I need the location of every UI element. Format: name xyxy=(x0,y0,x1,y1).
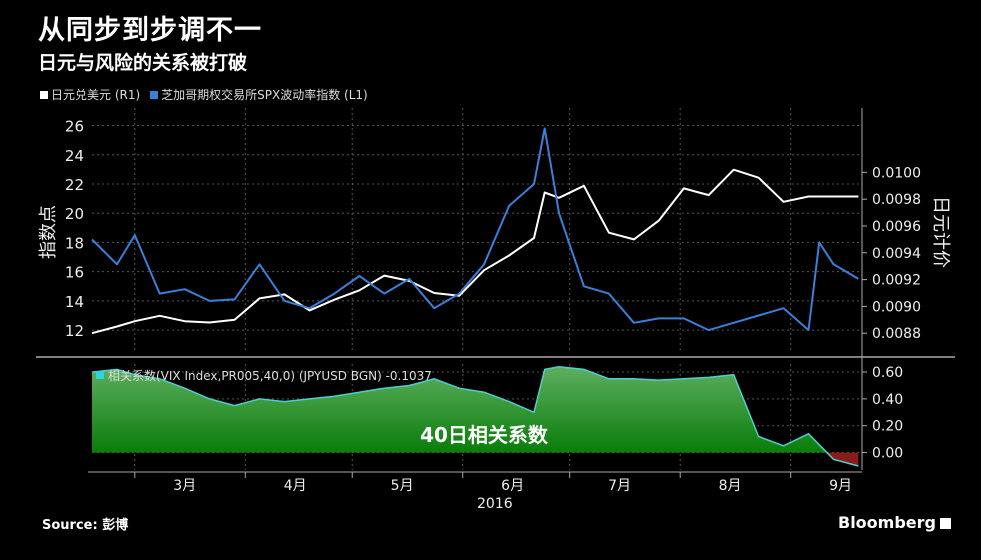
correlation-area-positive xyxy=(92,366,859,453)
chart-subtitle: 日元与风险的关系被打破 xyxy=(38,52,248,74)
correlation-line xyxy=(91,365,859,467)
x-month-label-5: 8月 xyxy=(719,478,742,494)
x-year-label: 2016 xyxy=(477,496,513,512)
yright-tick-6: 0.0088 xyxy=(872,326,921,342)
legend-swatch-vix xyxy=(150,90,159,99)
legend-label-vix: 芝加哥期权交易所SPX波动率指数 (L1) xyxy=(161,88,368,102)
yleft-tick-1: 24 xyxy=(65,147,84,165)
legend-label-usdjpy: 日元兑美元 (R1) xyxy=(51,88,141,102)
yleft-tick-5: 16 xyxy=(65,264,84,282)
legend-item-usdjpy: 日元兑美元 (R1) xyxy=(40,86,140,103)
correlation-area xyxy=(91,365,859,467)
yleft-tick-0: 26 xyxy=(65,118,84,136)
bloomberg-icon xyxy=(939,518,951,529)
yright-tick-1: 0.0098 xyxy=(872,192,921,208)
ybottom-tick-3: 0.00 xyxy=(872,446,903,462)
yleft-tick-6: 14 xyxy=(65,293,84,311)
yright-tick-0: 0.0100 xyxy=(872,165,921,181)
yright-tick-5: 0.0090 xyxy=(872,299,921,315)
brand-text: Bloomberg xyxy=(838,513,936,532)
x-month-label-3: 6月 xyxy=(501,478,524,494)
x-month-label-4: 7月 xyxy=(608,478,631,494)
correlation-area-negative xyxy=(92,452,859,466)
series-line-0 xyxy=(91,168,859,335)
ybottom-tick-1: 0.40 xyxy=(872,392,903,408)
source-note: Source: 彭博 xyxy=(42,518,129,533)
yleft-tick-2: 22 xyxy=(65,176,84,194)
yleft-tick-7: 12 xyxy=(65,322,84,340)
x-month-label-1: 4月 xyxy=(284,478,307,494)
top-panel-lines xyxy=(91,127,859,335)
brand-logo: Bloomberg xyxy=(838,513,951,532)
yleft-tick-4: 18 xyxy=(65,234,84,252)
yleft-axis-title: 指数点 xyxy=(38,205,59,259)
series-line-1 xyxy=(91,127,859,332)
x-month-label-2: 5月 xyxy=(391,478,414,494)
axes xyxy=(36,108,955,478)
ybottom-tick-2: 0.20 xyxy=(872,419,903,435)
x-month-label-6: 9月 xyxy=(829,478,852,494)
legend: 日元兑美元 (R1) 芝加哥期权交易所SPX波动率指数 (L1) xyxy=(40,86,378,103)
correlation-center-label: 40日相关系数 xyxy=(420,423,549,447)
legend-item-vix: 芝加哥期权交易所SPX波动率指数 (L1) xyxy=(150,86,368,103)
yright-tick-3: 0.0094 xyxy=(872,246,921,262)
yright-axis-title: 日元计价 xyxy=(930,196,951,268)
yright-tick-4: 0.0092 xyxy=(872,273,921,289)
correlation-legend-label: 相关系数(VIX Index,PR005,40,0) (JPYUSD BGN) … xyxy=(108,368,432,383)
chart-title: 从同步到步调不一 xyxy=(38,15,262,46)
yright-tick-2: 0.0096 xyxy=(872,219,921,235)
yleft-tick-3: 20 xyxy=(65,205,84,223)
ybottom-tick-0: 0.60 xyxy=(872,365,903,381)
legend-swatch-usdjpy xyxy=(40,90,48,99)
correlation-legend-swatch xyxy=(96,371,104,379)
x-month-label-0: 3月 xyxy=(173,478,196,494)
axis-labels: 26 24 22 20 18 16 14 12 0.0100 0.0098 0.0096 0.0094… xyxy=(38,118,951,512)
top-panel-grid xyxy=(92,108,862,352)
